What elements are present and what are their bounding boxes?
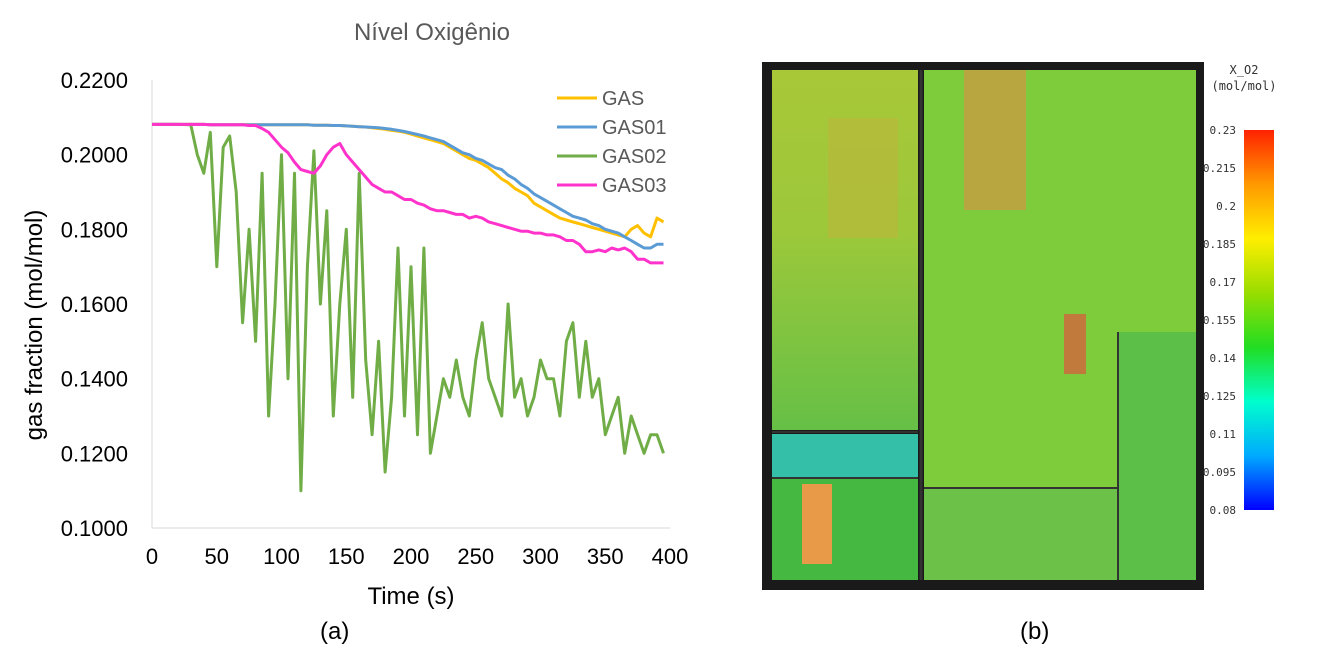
x-tick-label: 400 (652, 544, 689, 569)
legend-label-gas: GAS (602, 88, 644, 110)
colorbar-tick-label: 0.155 (1203, 314, 1236, 327)
colorbar-tick-label: 0.23 (1210, 124, 1237, 137)
legend-label-gas02: GAS02 (602, 146, 666, 168)
zone-lower-strip (924, 488, 1118, 580)
caption-b: (b) (1020, 618, 1050, 645)
zone-cyan-room (772, 434, 918, 478)
caption-a: (a) (320, 618, 350, 645)
x-axis: 0 50 100 150 200 250 300 350 400 (146, 527, 689, 569)
x-tick-label: 0 (146, 544, 158, 569)
oxygen-line-chart: Nível Oxigênio 0.10000.12000.14000.16000… (21, 19, 689, 610)
oxygen-field-plot: X_O2 (mol/mol) 0.23 0.215 0.2 0.185 0.17 0.15… (762, 62, 1277, 590)
zone-upper-block (964, 70, 1026, 210)
series-line-gas02 (152, 122, 665, 493)
legend: GAS GAS01 GAS02 GAS03 (557, 88, 666, 197)
y-axis: 0.1000 0.1200 0.1400 0.1600 0.1800 0.2000 0.22… (61, 68, 153, 541)
series-lines (152, 122, 665, 493)
colorbar-tick-label: 0.095 (1203, 466, 1236, 479)
colorbar-tick-label: 0.08 (1210, 504, 1237, 517)
y-tick-label: 0.2000 (61, 143, 128, 168)
zone-warm-patch (828, 118, 898, 238)
colorbar-title: X_O2 (1230, 63, 1259, 77)
colorbar: X_O2 (mol/mol) 0.23 0.215 0.2 0.185 0.17 0.15… (1203, 63, 1277, 517)
y-tick-label: 0.1200 (61, 441, 128, 466)
x-tick-label: 100 (263, 544, 300, 569)
x-axis-label: Time (s) (367, 583, 454, 610)
colorbar-tick-label: 0.185 (1203, 238, 1236, 251)
colorbar-tick-label: 0.17 (1210, 276, 1237, 289)
colorbar-tick-label: 0.14 (1210, 352, 1237, 365)
y-tick-label: 0.2200 (61, 68, 128, 93)
x-tick-label: 200 (393, 544, 430, 569)
y-tick-label: 0.1000 (61, 516, 128, 541)
legend-label-gas01: GAS01 (602, 117, 666, 139)
x-tick-label: 250 (457, 544, 494, 569)
zone-hot-spot (1064, 314, 1086, 374)
chart-title: Nível Oxigênio (354, 19, 510, 46)
colorbar-tick-label: 0.215 (1203, 162, 1236, 175)
colorbar-tick-label: 0.11 (1210, 428, 1237, 441)
y-tick-label: 0.1400 (61, 367, 128, 392)
y-axis-label: gas fraction (mol/mol) (21, 210, 48, 441)
colorbar-unit: (mol/mol) (1211, 79, 1276, 93)
floor-plan (762, 62, 1204, 590)
x-tick-label: 50 (205, 544, 229, 569)
zone-orange-box (802, 484, 832, 564)
colorbar-tick-label: 0.2 (1216, 200, 1236, 213)
zone-lower-right (1118, 332, 1196, 580)
colorbar-tick-label: 0.125 (1203, 390, 1236, 403)
y-tick-label: 0.1600 (61, 292, 128, 317)
series-line-gas03 (152, 122, 664, 265)
y-tick-label: 0.1800 (61, 217, 128, 242)
colorbar-strip (1244, 130, 1274, 510)
x-tick-label: 350 (587, 544, 624, 569)
x-tick-label: 300 (522, 544, 559, 569)
legend-label-gas03: GAS03 (602, 175, 666, 197)
x-tick-label: 150 (328, 544, 365, 569)
zone-lower-left (772, 478, 918, 580)
